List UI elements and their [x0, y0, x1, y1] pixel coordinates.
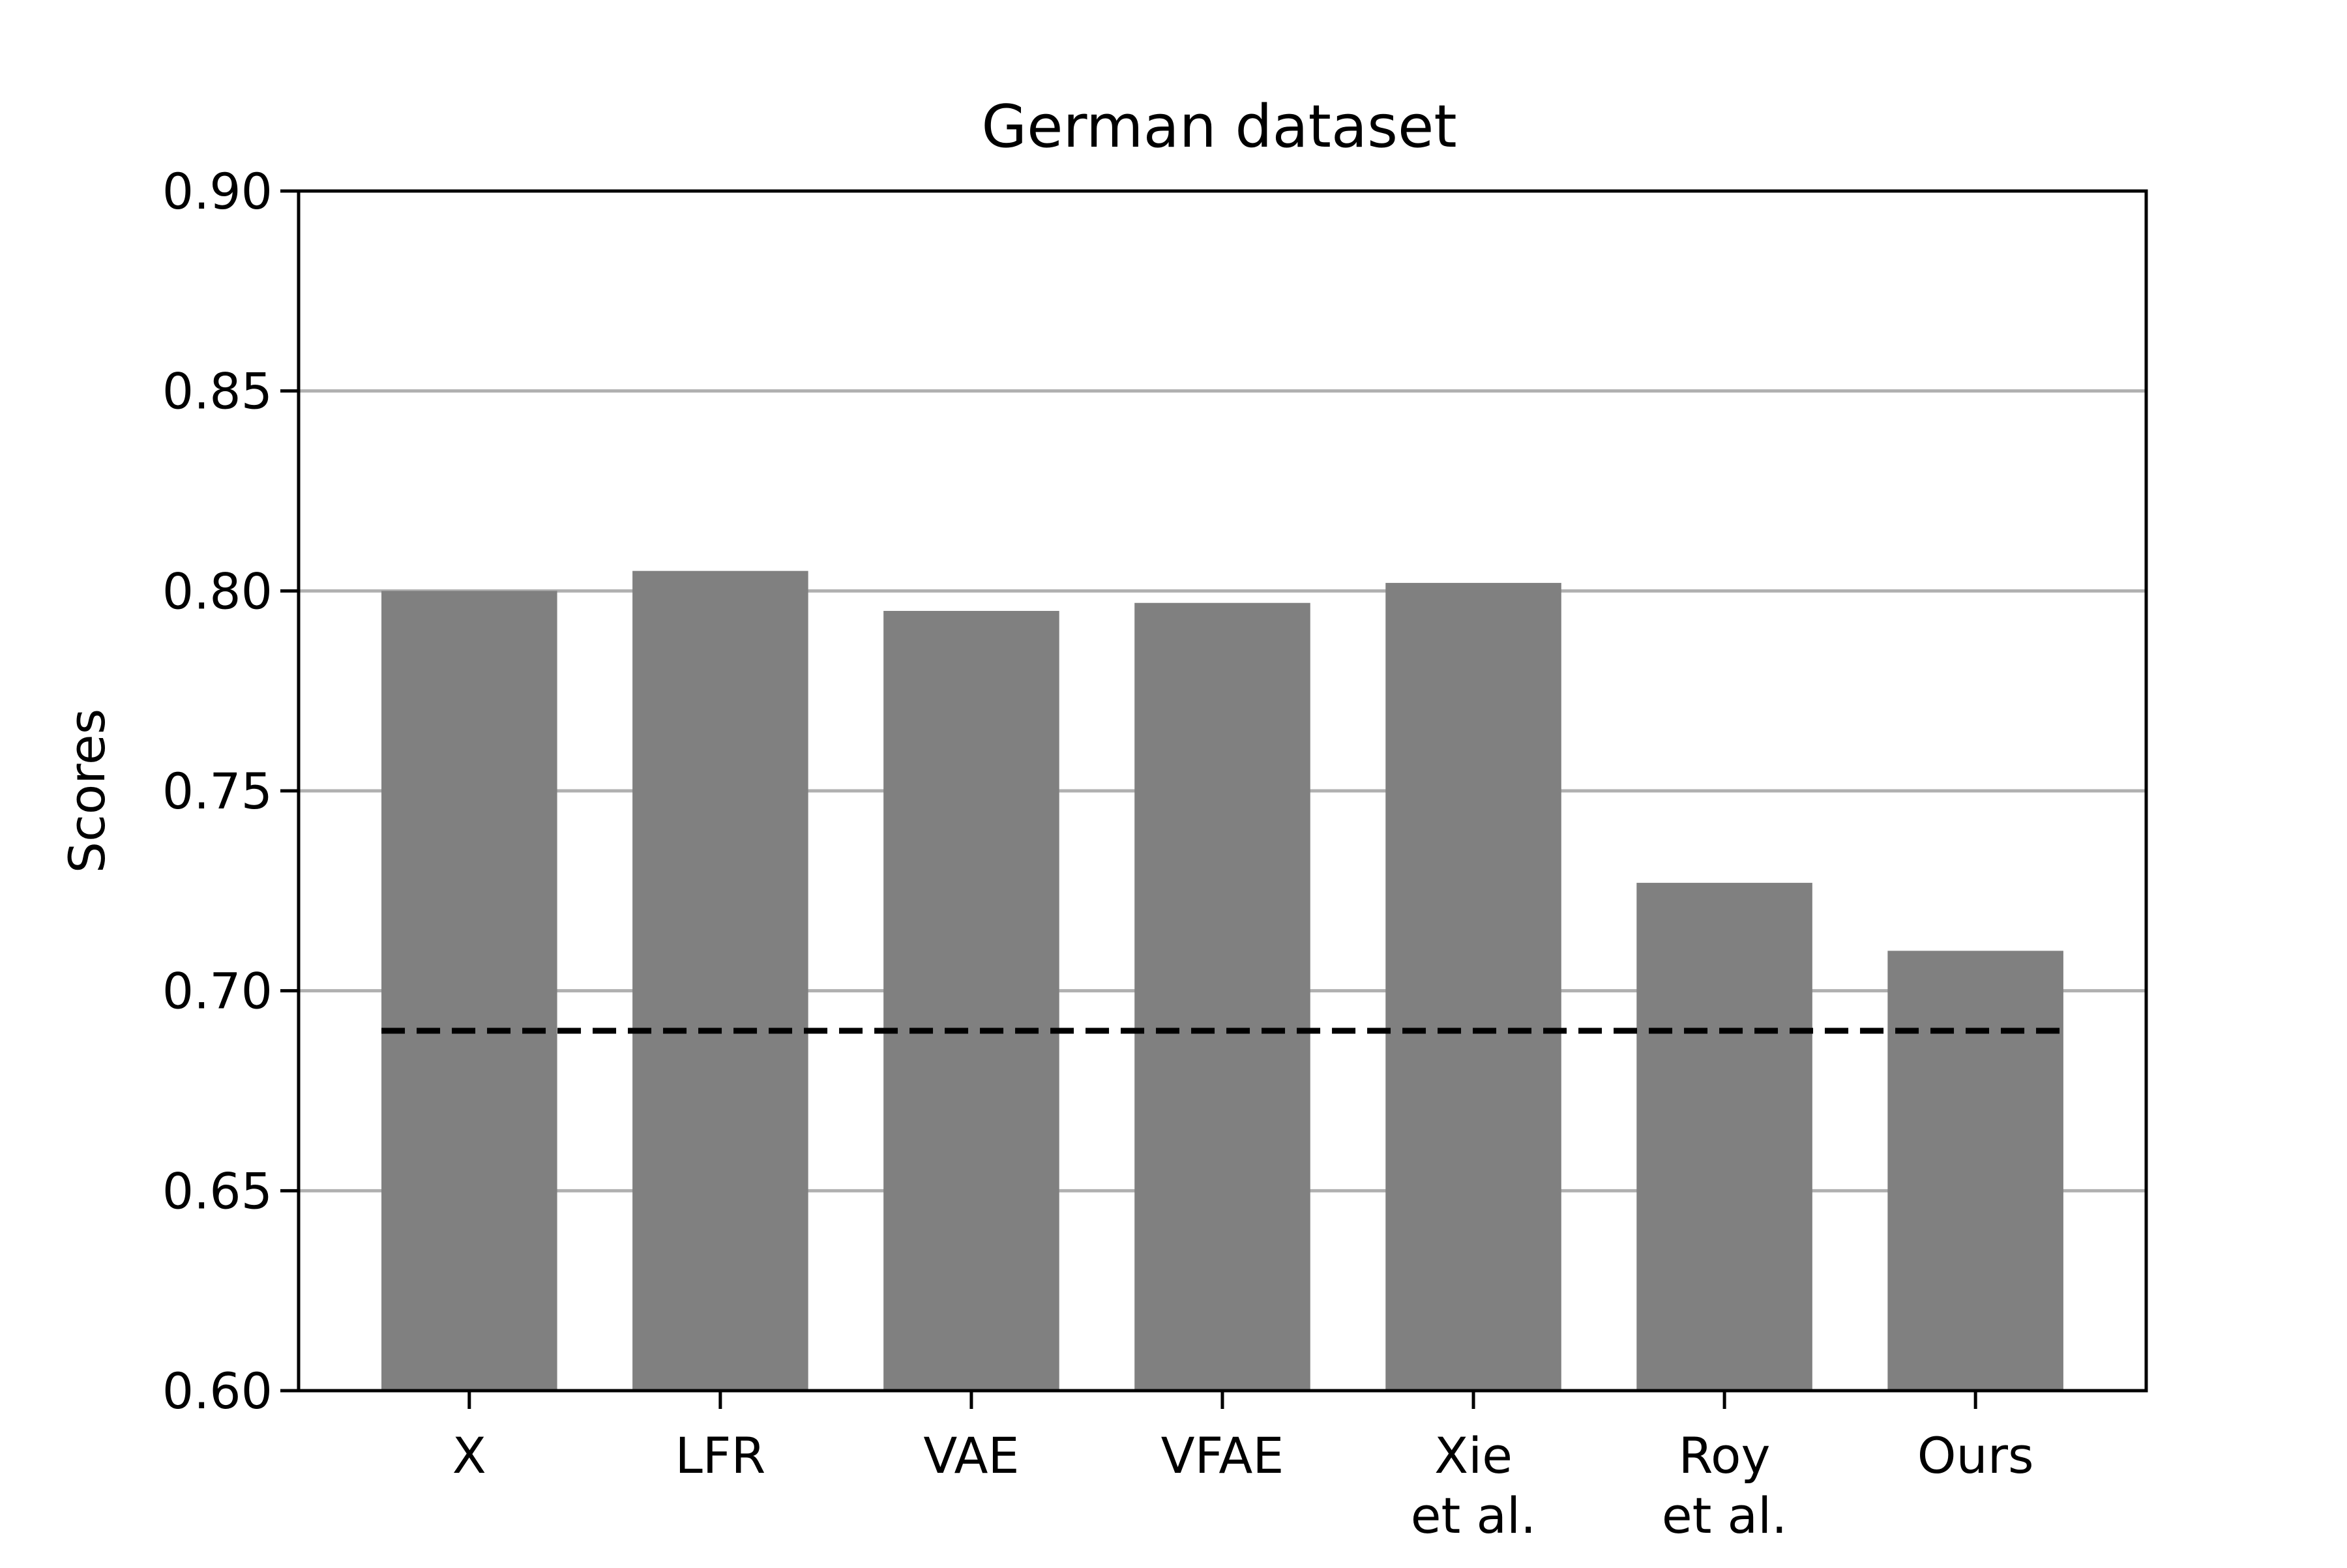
x-tick-label-line: et al.: [1411, 1487, 1537, 1545]
x-tick-label-line: Ours: [1917, 1427, 2034, 1485]
chart-title: German dataset: [981, 93, 1456, 161]
y-tick-label: 0.75: [162, 762, 273, 820]
y-tick-label: 0.90: [162, 162, 273, 220]
x-tick-label: Roy et al.: [1662, 1427, 1788, 1545]
y-tick-label: 0.80: [162, 562, 273, 620]
x-tick-label: Ours: [1917, 1427, 2034, 1485]
bar: [1887, 951, 2063, 1391]
bar: [632, 570, 808, 1391]
bar: [883, 611, 1059, 1391]
x-tick-label: VAE: [923, 1427, 1019, 1485]
bar: [1134, 602, 1310, 1391]
x-tick-label-line: Roy: [1679, 1427, 1771, 1485]
y-tick-label: 0.85: [162, 362, 273, 421]
bar: [1636, 883, 1812, 1391]
axes: [280, 189, 2148, 1409]
y-axis-label: Scores: [58, 709, 116, 873]
x-tick-label-line: Xie: [1434, 1427, 1513, 1485]
x-tick-label-line: VAE: [923, 1427, 1019, 1485]
y-tick-label: 0.70: [162, 962, 273, 1020]
y-tick-label: 0.60: [162, 1362, 273, 1420]
x-tick-label-line: LFR: [675, 1427, 765, 1485]
x-tick-label: LFR: [675, 1427, 765, 1485]
x-tick-label-line: et al.: [1662, 1487, 1788, 1545]
tick-labels: 0.60 0.65 0.70 0.75 0.80 0.85 0.90 X LFR VAE VFAE X…: [162, 162, 2034, 1545]
x-tick-label: Xie et al.: [1411, 1427, 1537, 1545]
x-tick-label: X: [452, 1427, 486, 1485]
x-tick-label-line: X: [452, 1427, 486, 1485]
bar: [381, 591, 557, 1391]
x-tick-label: VFAE: [1161, 1427, 1284, 1485]
y-tick-label: 0.65: [162, 1162, 273, 1220]
bars: [381, 570, 2063, 1391]
x-tick-label-line: VFAE: [1161, 1427, 1284, 1485]
bar: [1385, 583, 1561, 1391]
